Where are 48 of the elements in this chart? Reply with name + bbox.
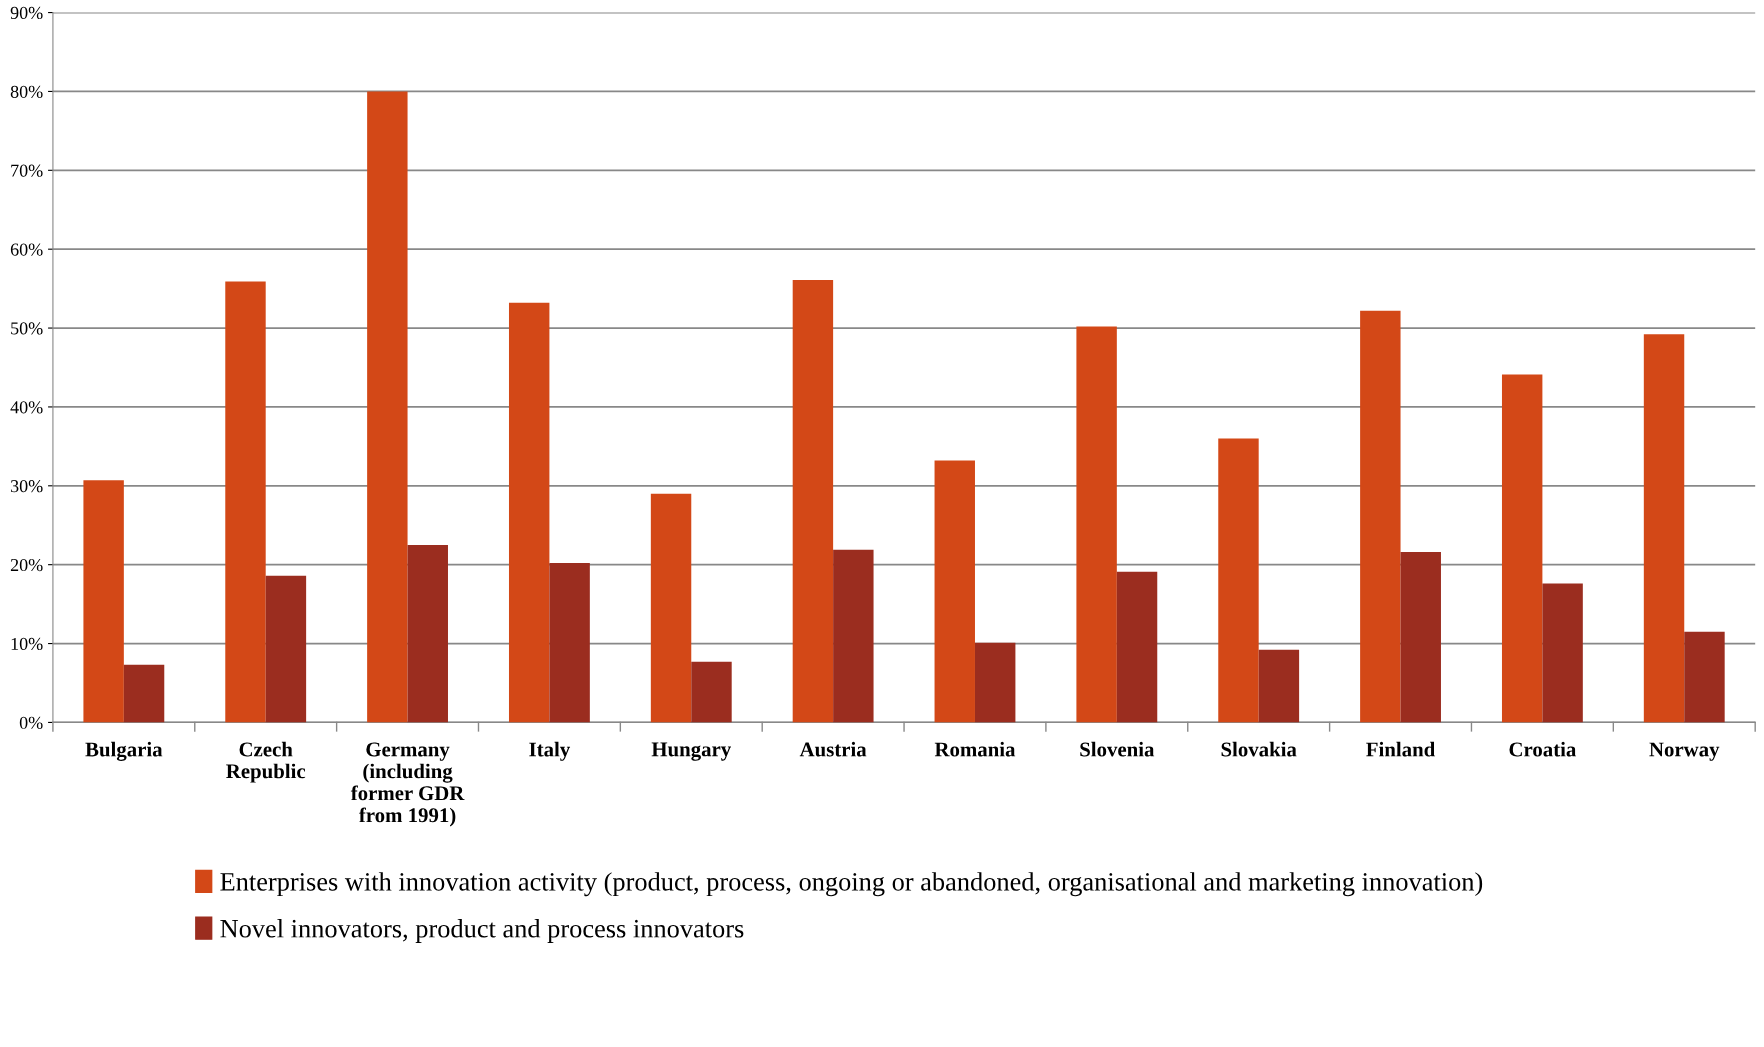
y-tick-label: 0% bbox=[19, 716, 43, 729]
bar bbox=[792, 279, 834, 723]
x-tick-label: Bulgaria bbox=[85, 741, 163, 761]
bar bbox=[549, 563, 590, 723]
y-tick-label: 20% bbox=[10, 558, 43, 572]
x-tick-label: Finland bbox=[1366, 741, 1436, 757]
x-tick-label: Austria bbox=[799, 741, 867, 757]
x-tick-label: Slovakia bbox=[1221, 741, 1297, 757]
bar bbox=[1116, 571, 1158, 723]
bar bbox=[650, 493, 692, 723]
x-tick-label: Czech Republic bbox=[226, 741, 306, 783]
bar bbox=[1400, 552, 1441, 723]
bar bbox=[1501, 374, 1543, 723]
x-tick-label: Germany (including former GDR from 1991) bbox=[350, 742, 465, 827]
x-tick-label: Norway bbox=[1649, 742, 1720, 761]
y-tick-label: 40% bbox=[10, 401, 43, 414]
bar bbox=[833, 549, 874, 723]
bar bbox=[225, 281, 266, 723]
x-tick-label: Romania bbox=[934, 741, 1016, 757]
bar bbox=[1360, 310, 1401, 723]
bar bbox=[83, 480, 124, 723]
bar bbox=[508, 302, 550, 723]
bar bbox=[1643, 334, 1685, 723]
bar bbox=[407, 544, 448, 723]
y-tick-label: 10% bbox=[11, 637, 43, 651]
legend-label: Enterprises with innovation activity (product, process, ongoing or abandoned, organisational and marketing innovation) bbox=[220, 872, 1483, 897]
y-tick-label: 50% bbox=[11, 322, 43, 335]
bar bbox=[123, 664, 165, 723]
bar bbox=[1542, 583, 1583, 723]
bar bbox=[1684, 631, 1725, 723]
bar bbox=[691, 661, 732, 723]
x-tick-label: Italy bbox=[529, 741, 571, 761]
y-tick-label: 90% bbox=[10, 6, 43, 20]
x-tick-label: Slovenia bbox=[1080, 741, 1155, 757]
y-tick-label: 60% bbox=[10, 243, 43, 256]
x-tick-label: Croatia bbox=[1509, 741, 1577, 757]
y-tick-label: 70% bbox=[11, 164, 43, 177]
bar bbox=[1076, 326, 1117, 723]
bar bbox=[934, 460, 975, 723]
y-tick-label: 80% bbox=[10, 85, 43, 98]
legend-label: Novel innovators, product and process innovators bbox=[220, 919, 744, 943]
bar bbox=[1218, 438, 1259, 723]
bar bbox=[367, 91, 408, 723]
bar bbox=[265, 575, 307, 723]
bar bbox=[974, 642, 1016, 723]
y-tick-label: 30% bbox=[10, 480, 43, 493]
bar bbox=[1258, 649, 1300, 723]
x-tick-label: Hungary bbox=[651, 742, 731, 761]
